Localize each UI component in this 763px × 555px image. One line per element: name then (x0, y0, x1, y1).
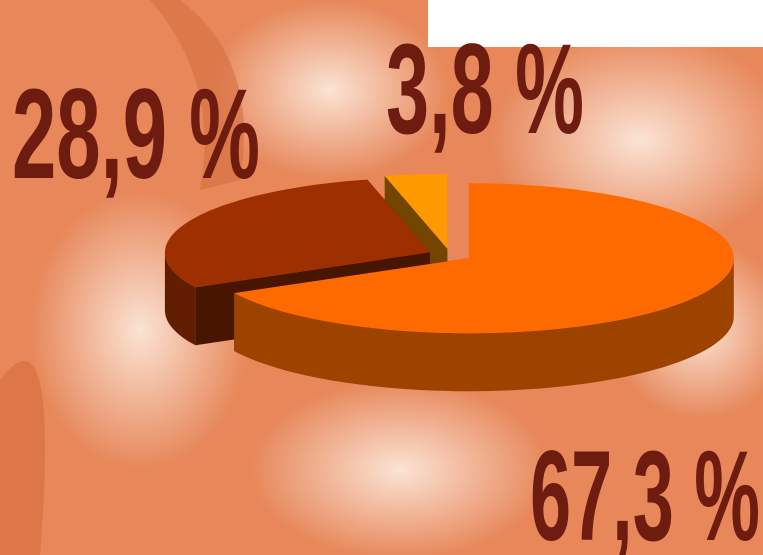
white-panel (428, 0, 763, 47)
slice (165, 179, 430, 288)
slice-side (234, 258, 734, 392)
data-label: 28,9 % (12, 63, 260, 206)
data-label: 3,8 % (386, 18, 584, 161)
pie (164, 173, 734, 392)
slice-side (164, 252, 196, 346)
slice (384, 173, 448, 249)
slice (234, 183, 734, 334)
data-label: 67,3 % (530, 425, 760, 555)
